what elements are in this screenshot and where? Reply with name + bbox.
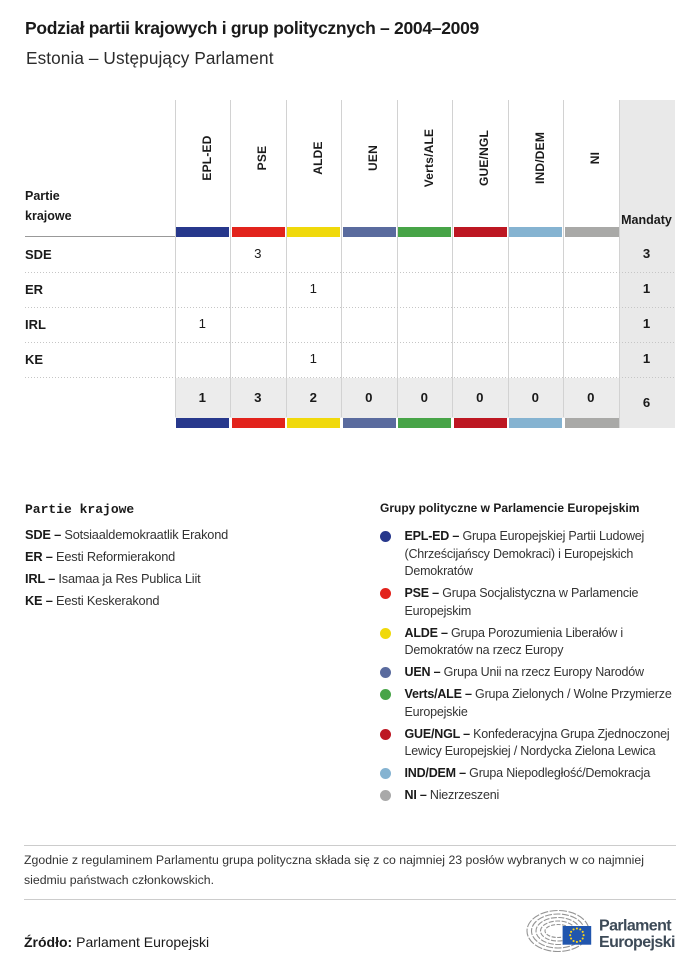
svg-text:Parlament: Parlament [599, 918, 672, 935]
svg-text:Europejski: Europejski [599, 934, 675, 951]
